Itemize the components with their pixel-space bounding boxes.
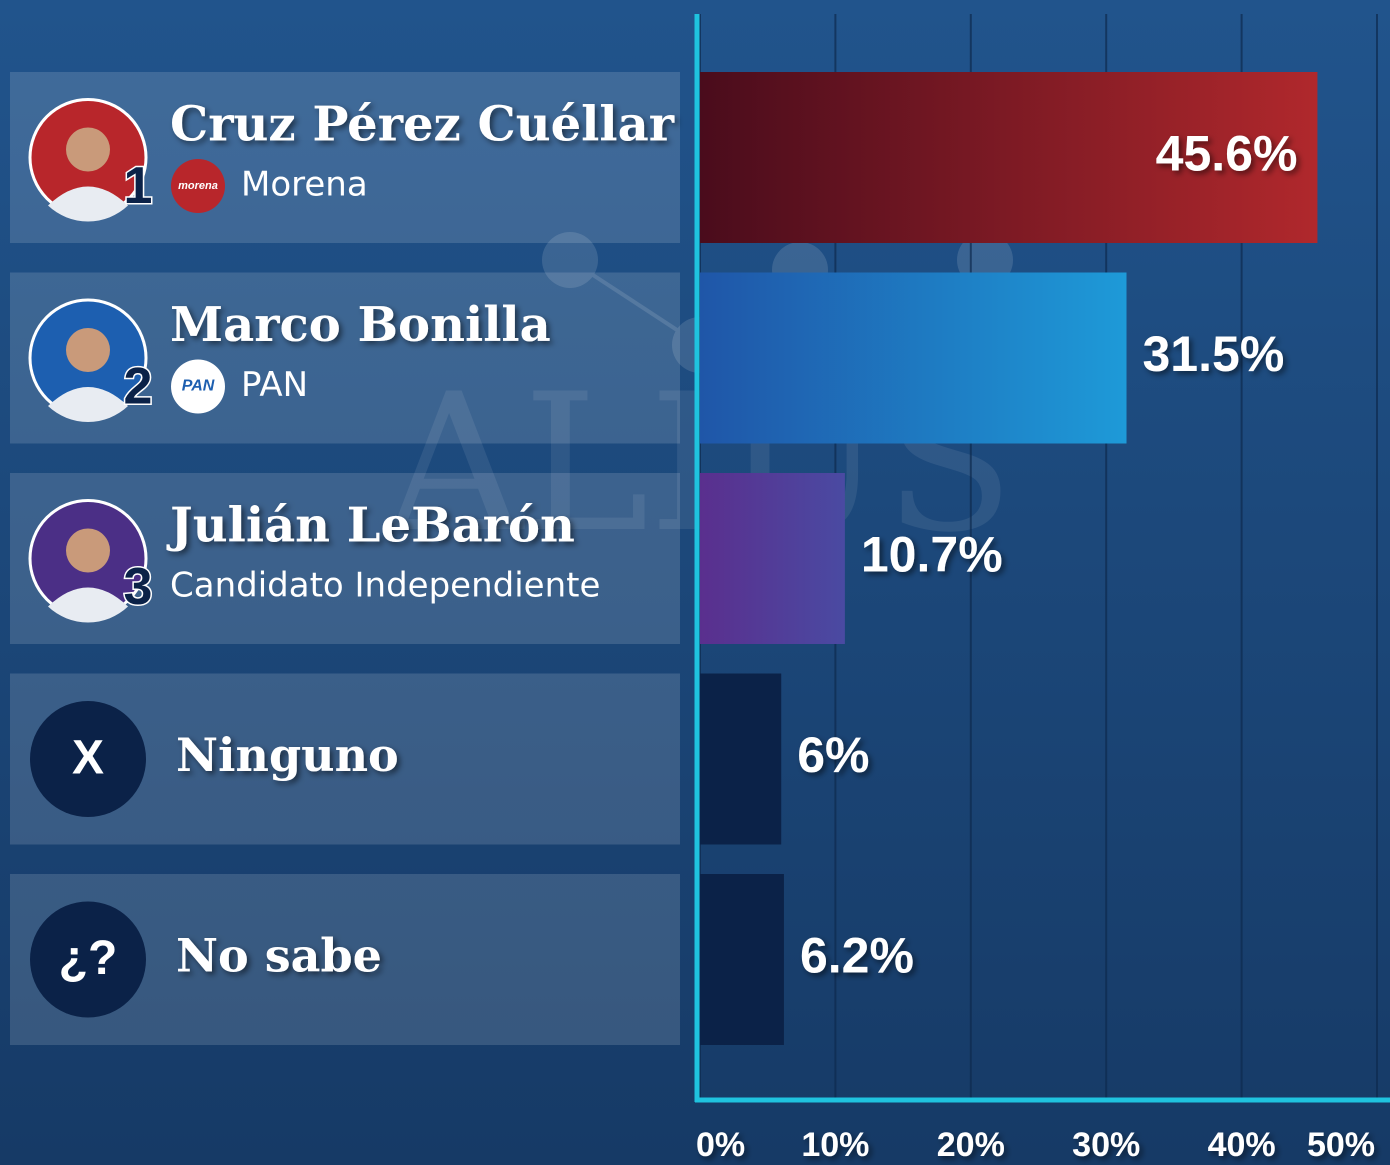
x-tick-label: 50%	[1307, 1126, 1375, 1164]
rank: 1	[124, 157, 153, 215]
party-logo-text: morena	[178, 180, 218, 192]
category-label: No sabe	[176, 929, 382, 983]
x-tick-label: 30%	[1072, 1126, 1140, 1164]
party-label: PAN	[241, 365, 308, 405]
value-label: 6%	[797, 727, 869, 783]
x-tick-label: 20%	[937, 1126, 1005, 1164]
value-label: 31.5%	[1143, 326, 1285, 382]
category-label: Ninguno	[176, 728, 399, 782]
x-tick-label: 40%	[1208, 1126, 1276, 1164]
bar	[700, 273, 1127, 444]
bar	[700, 874, 784, 1045]
x-tick-label: 0%	[696, 1126, 745, 1164]
icon: X	[72, 732, 104, 785]
value-label: 10.7%	[861, 527, 1003, 583]
party-label: Morena	[241, 165, 368, 205]
category-label: Julián LeBarón	[166, 498, 575, 554]
value-label: 45.6%	[1156, 126, 1298, 182]
category-label: Marco Bonilla	[170, 297, 551, 353]
bar	[700, 674, 781, 845]
party-logo-text: PAN	[182, 378, 215, 395]
category-label: Cruz Pérez Cuéllar	[170, 97, 675, 153]
x-tick-label: 10%	[801, 1126, 869, 1164]
value-label: 6.2%	[800, 928, 914, 984]
avatar-face	[66, 529, 110, 573]
avatar-face	[66, 128, 110, 172]
avatar-face	[66, 328, 110, 372]
icon: ¿?	[59, 932, 118, 985]
rank: 2	[124, 358, 153, 416]
party-label: Candidato Independiente	[170, 566, 600, 606]
rank: 3	[124, 558, 153, 616]
bar	[700, 473, 845, 644]
